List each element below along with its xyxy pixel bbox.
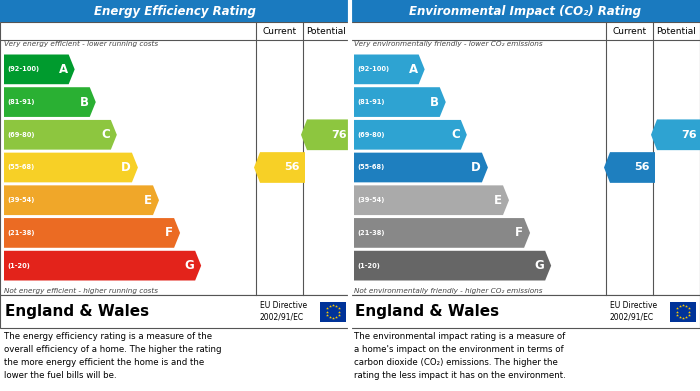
Polygon shape	[254, 152, 305, 183]
Polygon shape	[651, 119, 700, 150]
Text: 76: 76	[331, 130, 347, 140]
Text: EU Directive
2002/91/EC: EU Directive 2002/91/EC	[610, 301, 657, 322]
Text: G: G	[184, 259, 194, 272]
Text: (81-91): (81-91)	[357, 99, 384, 105]
Polygon shape	[4, 120, 117, 150]
Text: E: E	[144, 194, 152, 207]
Polygon shape	[354, 120, 467, 150]
Bar	[350, 0, 700, 22]
Text: A: A	[59, 63, 68, 76]
Text: E: E	[494, 194, 502, 207]
Text: 56: 56	[634, 163, 650, 172]
Text: England & Wales: England & Wales	[355, 304, 499, 319]
Text: (69-80): (69-80)	[7, 132, 34, 138]
Polygon shape	[4, 251, 201, 280]
Polygon shape	[354, 185, 509, 215]
Text: C: C	[101, 128, 110, 141]
Polygon shape	[354, 218, 530, 248]
Bar	[0, 0, 350, 22]
Polygon shape	[354, 87, 446, 117]
Text: B: B	[80, 95, 89, 109]
Polygon shape	[4, 54, 75, 84]
Polygon shape	[4, 87, 96, 117]
Text: Potential: Potential	[307, 27, 346, 36]
Text: Very environmentally friendly - lower CO₂ emissions: Very environmentally friendly - lower CO…	[354, 41, 542, 47]
Text: Very energy efficient - lower running costs: Very energy efficient - lower running co…	[4, 41, 158, 47]
Text: Potential: Potential	[657, 27, 696, 36]
Text: (55-68): (55-68)	[357, 165, 384, 170]
Polygon shape	[354, 251, 551, 280]
Text: F: F	[515, 226, 523, 239]
Text: G: G	[534, 259, 544, 272]
Text: (39-54): (39-54)	[7, 197, 34, 203]
Polygon shape	[354, 152, 488, 182]
Polygon shape	[354, 54, 425, 84]
Text: 76: 76	[681, 130, 697, 140]
Text: (39-54): (39-54)	[357, 197, 384, 203]
Polygon shape	[301, 119, 352, 150]
Text: (21-38): (21-38)	[7, 230, 34, 236]
Text: (21-38): (21-38)	[357, 230, 384, 236]
Text: (55-68): (55-68)	[7, 165, 34, 170]
Text: The energy efficiency rating is a measure of the
overall efficiency of a home. T: The energy efficiency rating is a measur…	[4, 332, 221, 380]
Text: The environmental impact rating is a measure of
a home's impact on the environme: The environmental impact rating is a mea…	[354, 332, 566, 380]
Text: D: D	[121, 161, 131, 174]
Text: F: F	[165, 226, 173, 239]
Text: Not energy efficient - higher running costs: Not energy efficient - higher running co…	[4, 288, 158, 294]
Text: A: A	[409, 63, 418, 76]
Text: Energy Efficiency Rating: Energy Efficiency Rating	[94, 5, 256, 18]
Polygon shape	[604, 152, 655, 183]
Bar	[350, 22, 700, 295]
Text: EU Directive
2002/91/EC: EU Directive 2002/91/EC	[260, 301, 307, 322]
Text: Not environmentally friendly - higher CO₂ emissions: Not environmentally friendly - higher CO…	[354, 288, 542, 294]
Text: B: B	[430, 95, 439, 109]
Text: (92-100): (92-100)	[7, 66, 39, 72]
Text: Environmental Impact (CO₂) Rating: Environmental Impact (CO₂) Rating	[409, 5, 641, 18]
Text: (1-20): (1-20)	[357, 263, 380, 269]
Text: Current: Current	[612, 27, 647, 36]
Text: Current: Current	[262, 27, 297, 36]
Text: 56: 56	[284, 163, 300, 172]
Text: (1-20): (1-20)	[7, 263, 30, 269]
Bar	[670, 301, 696, 321]
Text: (92-100): (92-100)	[357, 66, 389, 72]
Polygon shape	[4, 218, 180, 248]
Polygon shape	[4, 185, 159, 215]
Polygon shape	[4, 152, 138, 182]
Text: C: C	[451, 128, 460, 141]
Bar	[320, 301, 346, 321]
Bar	[350, 295, 700, 328]
Text: England & Wales: England & Wales	[5, 304, 149, 319]
Text: D: D	[471, 161, 481, 174]
Text: (81-91): (81-91)	[7, 99, 34, 105]
Text: (69-80): (69-80)	[357, 132, 384, 138]
Bar	[0, 295, 350, 328]
Bar	[0, 22, 350, 295]
